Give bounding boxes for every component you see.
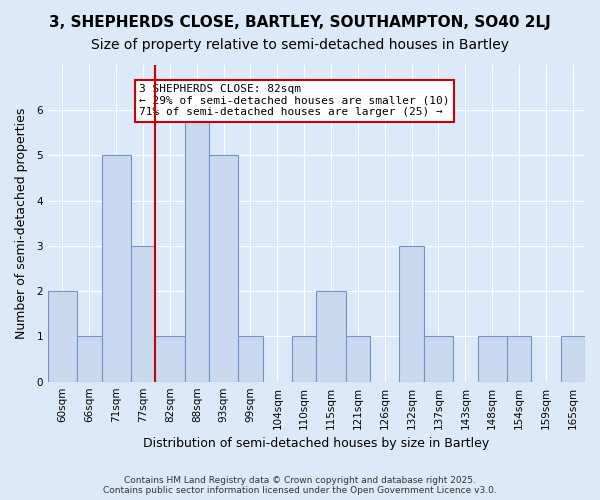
Bar — [424, 336, 453, 382]
Bar — [131, 246, 155, 382]
Bar — [238, 336, 263, 382]
Text: 3, SHEPHERDS CLOSE, BARTLEY, SOUTHAMPTON, SO40 2LJ: 3, SHEPHERDS CLOSE, BARTLEY, SOUTHAMPTON… — [49, 15, 551, 30]
Bar — [101, 156, 131, 382]
Text: Size of property relative to semi-detached houses in Bartley: Size of property relative to semi-detach… — [91, 38, 509, 52]
Bar — [292, 336, 316, 382]
Bar — [155, 336, 185, 382]
Y-axis label: Number of semi-detached properties: Number of semi-detached properties — [15, 108, 28, 339]
Bar — [400, 246, 424, 382]
Bar — [185, 110, 209, 382]
Text: Contains HM Land Registry data © Crown copyright and database right 2025.
Contai: Contains HM Land Registry data © Crown c… — [103, 476, 497, 495]
Bar — [48, 291, 77, 382]
Bar — [560, 336, 585, 382]
Bar — [209, 156, 238, 382]
Bar — [478, 336, 507, 382]
X-axis label: Distribution of semi-detached houses by size in Bartley: Distribution of semi-detached houses by … — [143, 437, 490, 450]
Bar — [507, 336, 531, 382]
Text: 3 SHEPHERDS CLOSE: 82sqm
← 29% of semi-detached houses are smaller (10)
71% of s: 3 SHEPHERDS CLOSE: 82sqm ← 29% of semi-d… — [139, 84, 449, 117]
Bar — [77, 336, 101, 382]
Bar — [316, 291, 346, 382]
Bar — [346, 336, 370, 382]
